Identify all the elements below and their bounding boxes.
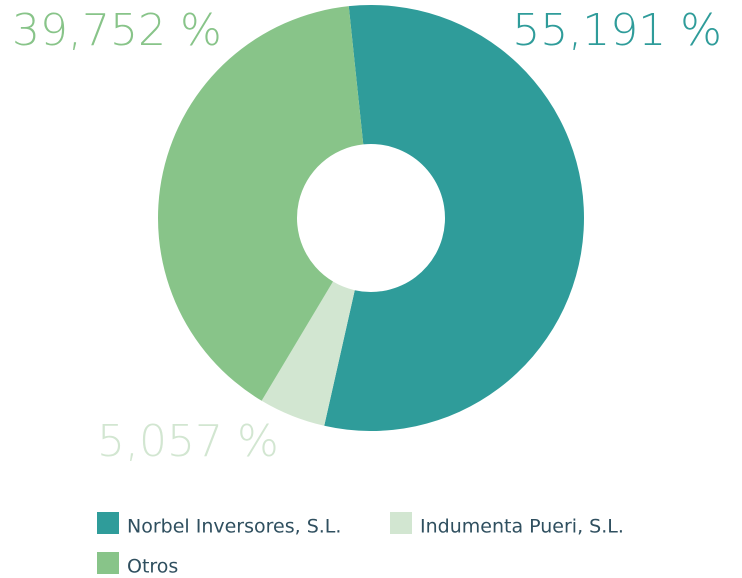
legend-swatch [97, 552, 119, 574]
legend-label: Norbel Inversores, S.L. [127, 516, 341, 538]
donut-slice [324, 4, 585, 431]
legend-label: Indumenta Pueri, S.L. [420, 516, 624, 538]
value-label: 5,057 % [97, 416, 279, 467]
legend-label: Otros [127, 556, 178, 578]
value-label: 39,752 % [12, 5, 222, 56]
value-label: 55,191 % [512, 5, 722, 56]
legend-swatch [390, 512, 412, 534]
legend-swatch [97, 512, 119, 534]
donut-slice [261, 281, 355, 426]
donut-slice [157, 6, 364, 401]
